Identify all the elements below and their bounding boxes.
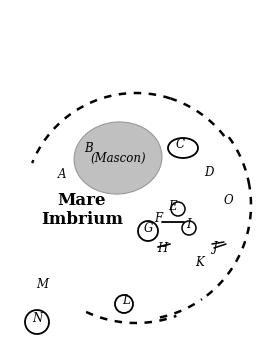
- Circle shape: [25, 310, 49, 334]
- Text: G: G: [143, 222, 153, 235]
- Circle shape: [182, 221, 196, 235]
- Text: I: I: [186, 218, 190, 231]
- Text: J: J: [213, 242, 217, 254]
- Circle shape: [171, 202, 185, 216]
- Text: Mare
Imbrium: Mare Imbrium: [41, 192, 123, 228]
- Text: F: F: [154, 211, 162, 224]
- Text: (Mascon): (Mascon): [90, 151, 146, 164]
- Ellipse shape: [74, 122, 162, 194]
- Text: M: M: [36, 279, 48, 291]
- Text: L: L: [122, 294, 130, 306]
- Circle shape: [115, 295, 133, 313]
- Text: O: O: [223, 193, 233, 207]
- Text: E: E: [168, 200, 176, 214]
- Text: H: H: [157, 242, 167, 254]
- Text: B: B: [84, 141, 92, 155]
- Text: A: A: [58, 169, 66, 181]
- Text: N: N: [32, 312, 42, 325]
- Text: K: K: [196, 255, 204, 268]
- Text: C: C: [175, 139, 184, 151]
- Text: D: D: [204, 166, 214, 179]
- Circle shape: [138, 221, 158, 241]
- Ellipse shape: [168, 138, 198, 158]
